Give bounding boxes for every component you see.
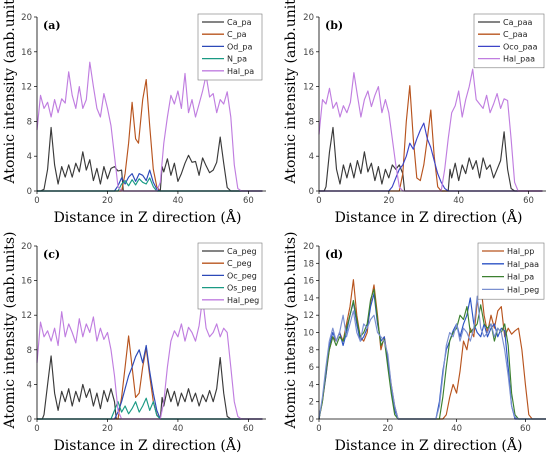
series-line-os-peg	[37, 397, 263, 420]
x-tick-label: 0	[34, 424, 39, 434]
y-tick-label: 8	[27, 346, 32, 356]
y-tick-label: 12	[21, 83, 32, 93]
legend-entry: Ca_paa	[503, 18, 532, 27]
y-tick-label: 0	[27, 187, 32, 197]
y-tick-label: 4	[27, 152, 32, 162]
legend-entry: Os_peg	[227, 284, 257, 293]
y-tick-label: 12	[303, 311, 314, 321]
x-axis-label: Distance in Z direction (Å)	[335, 208, 523, 226]
x-tick-label: 40	[451, 424, 462, 434]
x-tick-label: 40	[173, 424, 184, 434]
series-line-oco-paa	[319, 122, 543, 192]
panel-label: (c)	[43, 248, 60, 261]
y-tick-label: 16	[303, 48, 314, 58]
x-tick-label: 40	[173, 196, 184, 206]
y-tick-label: 20	[303, 13, 314, 23]
y-tick-label: 4	[27, 380, 32, 390]
y-tick-label: 0	[27, 415, 32, 425]
x-tick-label: 60	[523, 196, 534, 206]
legend-entry: Hal_peg	[507, 285, 539, 294]
x-tick-label: 20	[383, 196, 394, 206]
y-axis-label: Atomic intensity (anb.units)	[283, 231, 299, 429]
chart-panel-b: 0 20 40 60 0 4 8 12 16 20 Distance in Z direction …	[283, 0, 546, 226]
legend-entry: Hal_paa	[507, 260, 539, 269]
x-tick-label: 20	[102, 424, 113, 434]
series-line-ca-paa	[319, 126, 543, 192]
legend-entry: Hal_peg	[227, 296, 259, 305]
x-axis-label: Distance in Z direction (Å)	[54, 208, 242, 226]
y-tick-label: 14	[303, 294, 314, 304]
y-tick-label: 8	[27, 117, 32, 127]
y-tick-label: 18	[303, 259, 314, 269]
y-tick-label: 20	[21, 13, 32, 23]
y-tick-label: 12	[21, 311, 32, 321]
y-axis-label: Atomic intensity (anb.units)	[283, 0, 299, 185]
legend-entry: Hal_pa	[507, 273, 534, 282]
series-line-hal-peg	[318, 295, 546, 420]
legend: Hal_pp Hal_paa Hal_pa Hal_peg	[477, 242, 545, 300]
y-tick-label: 12	[303, 83, 314, 93]
y-tick-label: 4	[309, 380, 314, 390]
series-line-ca-pa	[37, 126, 263, 192]
legend-entry: Ca_pa	[227, 18, 252, 27]
chart-panel-c: 0 20 40 60 0 4 8 12 16 20 Distance in Z direction …	[2, 231, 266, 454]
legend-entry: N_pa	[227, 55, 247, 64]
y-axis-label: Atomic intensity (anb.units)	[2, 0, 18, 185]
legend: Ca_paa C_paa Oco_paa Hal_paa	[473, 13, 545, 69]
legend-entry: Od_pa	[227, 42, 252, 51]
series-line-od-pa	[37, 169, 263, 192]
panel-label: (a)	[43, 19, 61, 32]
legend-entry: C_peg	[227, 259, 252, 268]
y-tick-label: 16	[303, 277, 314, 287]
x-tick-label: 60	[243, 424, 254, 434]
series-line-c-paa	[319, 85, 543, 192]
chart-panel-d: 0 20 40 60 0 2 4 6 8 10 12 14 16 18 20 Distance in Z di…	[283, 231, 546, 454]
series-line-oc-peg	[37, 344, 263, 420]
legend: Ca_peg C_peg Oc_peg Os_peg Hal_peg	[197, 242, 263, 310]
y-tick-label: 0	[309, 415, 314, 425]
x-tick-label: 0	[34, 196, 39, 206]
y-tick-label: 4	[309, 152, 314, 162]
y-axis-label: Atomic intensity (anb.units)	[2, 231, 18, 429]
legend: Ca_pa C_pa Od_pa N_pa Hal_pa	[197, 13, 263, 81]
x-axis-label: Distance in Z direction (Å)	[54, 436, 242, 454]
legend-entry: Hal_paa	[503, 55, 535, 64]
chart-panel-a: 0 20 40 60 0 4 8 12 16 20 Distance in Z direction …	[2, 0, 266, 226]
y-tick-label: 2	[309, 398, 314, 408]
x-tick-label: 0	[316, 424, 321, 434]
legend-entry: Ca_peg	[227, 247, 257, 256]
y-tick-label: 0	[309, 187, 314, 197]
y-tick-label: 20	[303, 242, 314, 252]
x-tick-label: 0	[316, 196, 321, 206]
legend-entry: Hal_pa	[227, 67, 254, 76]
legend-entry: Oco_paa	[503, 42, 538, 51]
x-tick-label: 60	[243, 196, 254, 206]
legend-entry: C_paa	[503, 30, 528, 39]
y-tick-label: 16	[21, 277, 32, 287]
y-tick-label: 8	[309, 117, 314, 127]
y-tick-label: 16	[21, 48, 32, 58]
x-tick-label: 60	[520, 424, 531, 434]
legend-entry: Oc_peg	[227, 271, 257, 280]
panel-label: (d)	[325, 248, 343, 261]
y-tick-label: 20	[21, 242, 32, 252]
y-tick-label: 6	[309, 363, 314, 373]
series-line-c-pa	[37, 79, 263, 192]
x-tick-label: 20	[382, 424, 393, 434]
y-tick-label: 8	[309, 346, 314, 356]
series-line-n-pa	[37, 177, 263, 192]
panel-label: (b)	[325, 19, 343, 32]
legend-entry: C_pa	[227, 30, 247, 39]
legend-entry: Hal_pp	[507, 247, 534, 256]
x-tick-label: 20	[102, 196, 113, 206]
x-tick-label: 40	[453, 196, 464, 206]
y-tick-label: 10	[303, 329, 314, 339]
series-line-hal-pa	[318, 288, 546, 420]
x-axis-label: Distance in Z direction (Å)	[335, 436, 523, 454]
